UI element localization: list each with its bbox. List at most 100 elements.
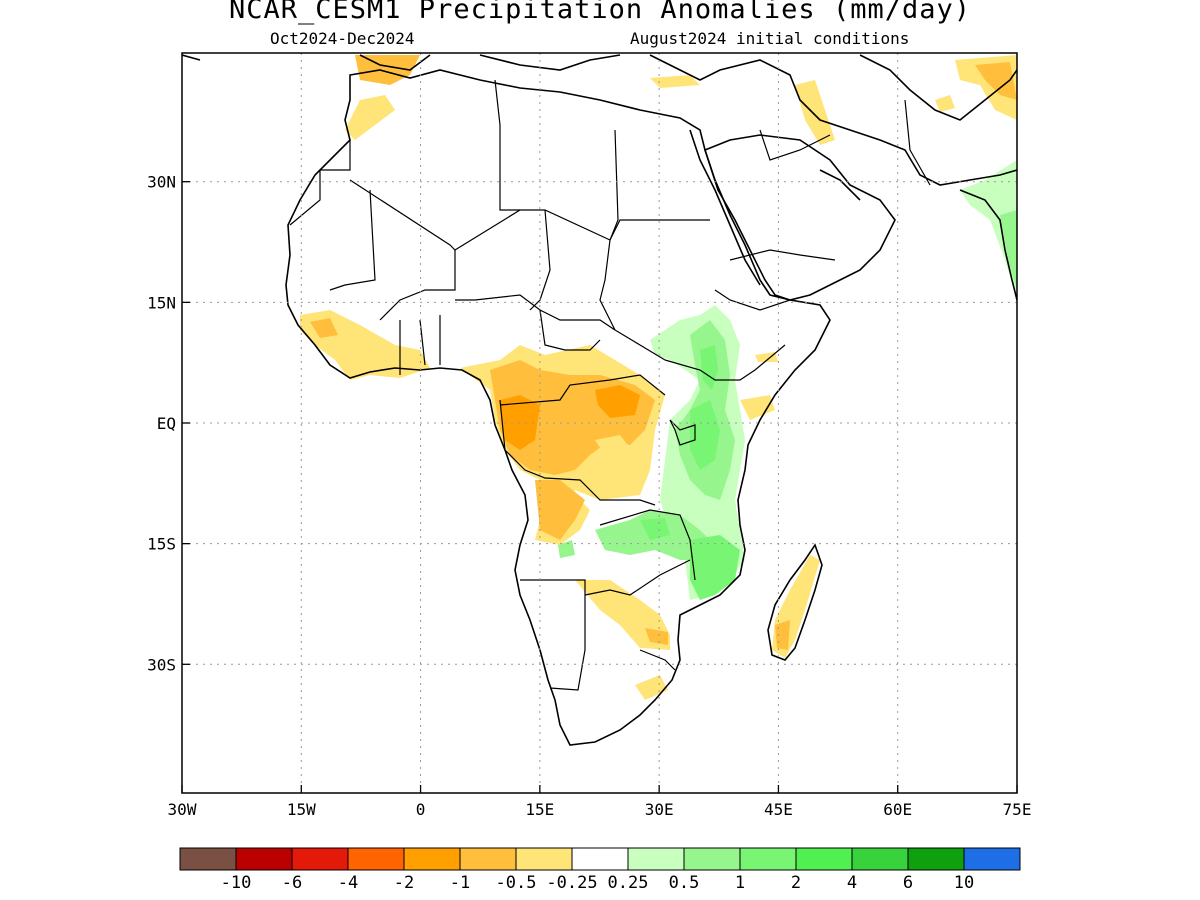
colorbar-swatch <box>571 847 629 871</box>
colorbar-swatch <box>795 847 853 871</box>
anomaly-zambia-zimbabwe <box>645 628 668 645</box>
anomaly-west-africa-coast <box>310 318 338 338</box>
colorbar-label: -2 <box>394 873 414 893</box>
colorbar-swatch <box>907 847 965 871</box>
border-lines <box>539 309 601 351</box>
colorbar-swatch <box>851 847 909 871</box>
colorbar-swatch <box>179 847 237 871</box>
colorbar-swatch <box>627 847 685 871</box>
border-lines <box>455 294 616 331</box>
colorbar-label: -10 <box>221 873 252 893</box>
border-lines <box>289 140 351 226</box>
colorbar-label: -1 <box>450 873 470 893</box>
border-lines <box>669 419 696 446</box>
anomaly-iran-pakistan <box>975 62 1017 100</box>
colorbar-swatch <box>403 847 461 871</box>
anomaly-congo-light <box>595 435 630 455</box>
anomaly-lake-victoria <box>690 400 720 470</box>
anomaly-middle-east <box>650 75 700 88</box>
border-lines <box>714 289 791 311</box>
gulf-coast <box>819 169 861 201</box>
border-lines <box>499 399 656 506</box>
anomaly-madagascar <box>775 620 790 650</box>
lon-tick-label: 30W <box>168 800 197 819</box>
red-sea-coast <box>689 129 761 286</box>
colorbar: -10 -6 -4 -2 -1 -0.5 -0.25 0.25 0.5 1 2 4 6 10 <box>179 847 1021 893</box>
grid-lines <box>182 53 1017 793</box>
anomaly-layer <box>300 55 1017 700</box>
colorbar-label: 6 <box>903 873 913 893</box>
border-lines <box>599 129 666 361</box>
colorbar-label: -0.25 <box>546 873 597 893</box>
colorbar-swatch <box>235 847 293 871</box>
lat-tick-label: 30S <box>147 655 176 674</box>
anomaly-morocco <box>355 55 420 85</box>
border-lines <box>529 209 551 311</box>
colorbar-label: 2 <box>791 873 801 893</box>
border-lines <box>499 374 666 406</box>
lon-tick-label: 0 <box>416 800 426 819</box>
colorbar-label: -0.5 <box>496 873 537 893</box>
lon-tick-label: 30E <box>645 800 674 819</box>
colorbar-swatch <box>459 847 517 871</box>
anomaly-congo-core <box>595 385 640 418</box>
lon-tick-label: 15E <box>525 800 554 819</box>
border-lines <box>599 509 696 581</box>
lat-tick-label: 15S <box>147 535 176 554</box>
anomaly-zambia-zimbabwe <box>575 580 670 650</box>
anomaly-tanzania-coast <box>740 395 775 420</box>
forecast-period: Oct2024-Dec2024 <box>270 29 415 48</box>
lat-tick-label: EQ <box>157 414 176 433</box>
country-borders <box>289 79 931 691</box>
anomaly-zambia-green <box>640 518 670 540</box>
anomaly-morocco <box>345 95 395 140</box>
anomaly-mozambique <box>690 535 740 600</box>
initial-conditions: August2024 initial conditions <box>630 29 910 48</box>
lon-tick-label: 15W <box>287 800 316 819</box>
lat-tick-label: 15N <box>147 293 176 312</box>
border-lines <box>759 129 831 161</box>
border-lines <box>329 189 376 291</box>
india-coastline <box>959 189 1017 301</box>
colorbar-swatch <box>347 847 405 871</box>
colorbar-label: -6 <box>282 873 302 893</box>
anomaly-iran-pakistan <box>935 95 955 112</box>
colorbar-swatch <box>515 847 573 871</box>
border-lines <box>639 649 676 671</box>
border-lines <box>379 250 456 321</box>
border-lines <box>664 344 786 381</box>
anomaly-middle-east <box>795 80 835 145</box>
anomaly-angola <box>535 480 585 540</box>
lon-tick-label: 60E <box>883 800 912 819</box>
border-lines <box>520 579 586 691</box>
colorbar-label: 1 <box>735 873 745 893</box>
lon-tick-label: 45E <box>764 800 793 819</box>
europe-coastline <box>182 54 1017 186</box>
colorbar-swatch <box>739 847 797 871</box>
coastlines <box>182 54 1017 746</box>
colorbar-label: 0.5 <box>669 873 700 893</box>
border-lines <box>494 79 520 211</box>
europe-coastline <box>859 54 1017 121</box>
border-lines <box>904 99 931 186</box>
axis-ticks: 30W 15W 0 15E 30E 45E 60E 75E 30N 15N EQ 15S 30S <box>147 173 1031 819</box>
colorbar-swatch <box>683 847 741 871</box>
anomaly-angola-green <box>558 540 575 558</box>
anomaly-ethiopia-light <box>755 352 778 362</box>
border-lines <box>584 559 691 596</box>
colorbar-label: 10 <box>954 873 974 893</box>
arabia-coastline <box>704 134 896 301</box>
map-title: NCAR_CESM1 Precipitation Anomalies (mm/d… <box>229 0 971 25</box>
anomaly-lesotho <box>635 675 668 700</box>
colorbar-label: 4 <box>847 873 857 893</box>
border-lines <box>729 249 836 261</box>
madagascar-coastline <box>767 543 823 661</box>
border-lines <box>349 179 710 251</box>
colorbar-label: 0.25 <box>608 873 649 893</box>
lat-tick-label: 30N <box>147 173 176 192</box>
colorbar-swatch <box>963 847 1021 871</box>
colorbar-label: -4 <box>338 873 358 893</box>
lon-tick-label: 75E <box>1003 800 1032 819</box>
colorbar-swatch <box>291 847 349 871</box>
